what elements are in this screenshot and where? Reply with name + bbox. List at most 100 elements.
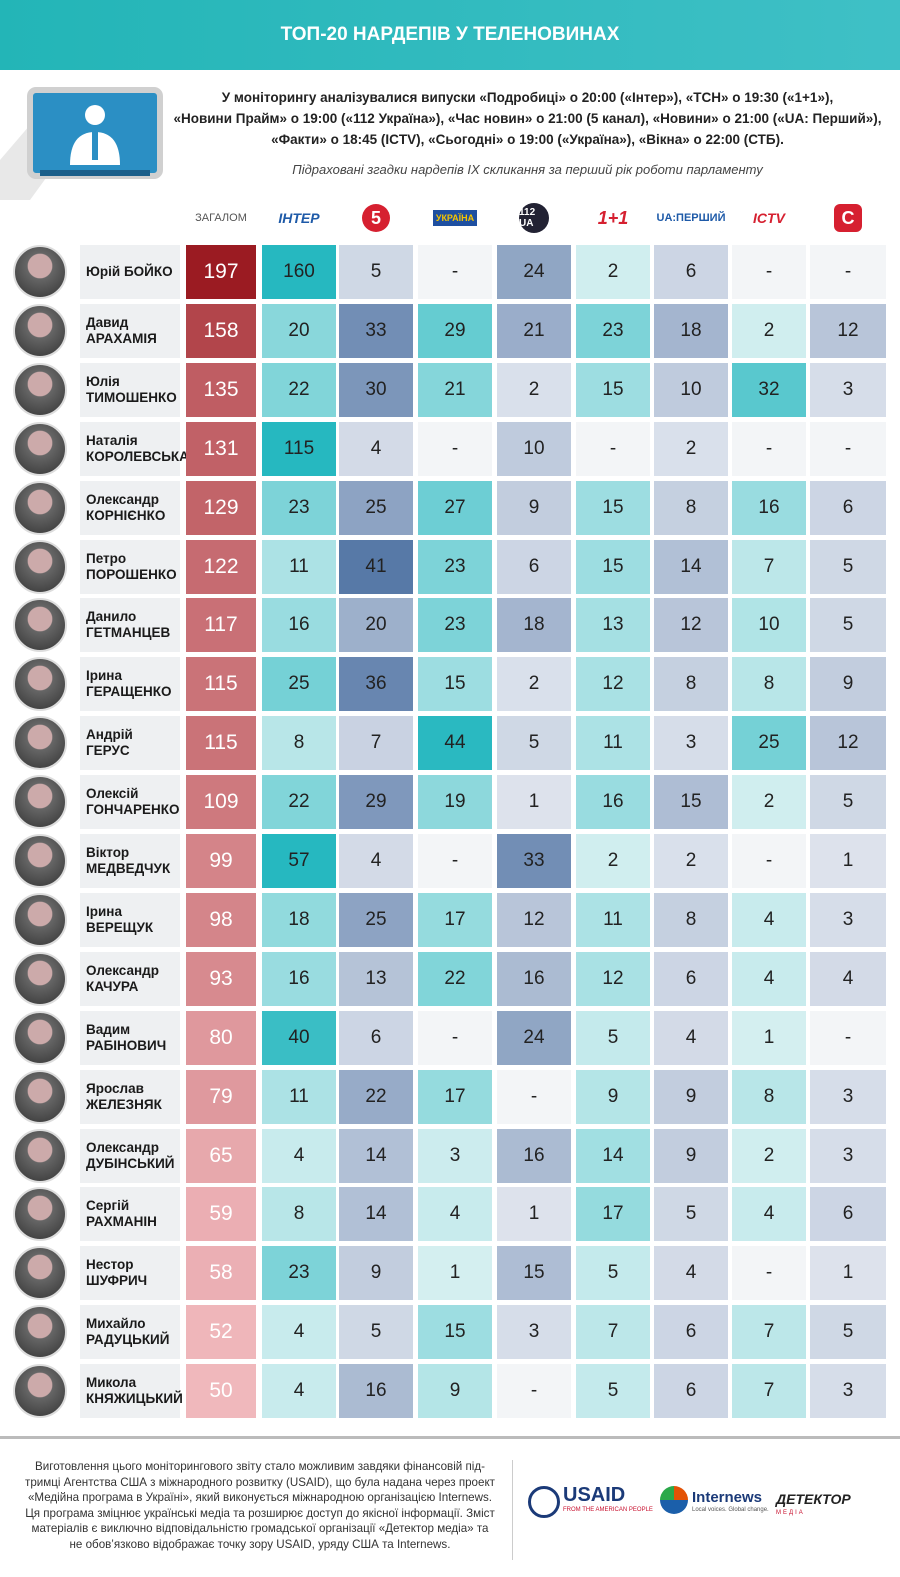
value-cell: 8 [732, 1069, 806, 1124]
value-cell: 5 [654, 1187, 728, 1242]
value-cell: 16 [262, 598, 336, 653]
value-cell: 7 [339, 716, 413, 771]
value-cell: 122 [186, 539, 256, 594]
name-line: Ірина [86, 668, 122, 684]
value-cell: 9 [810, 657, 886, 712]
column-header: ІНТЕР [278, 210, 320, 226]
column-header: ICTV [753, 210, 785, 226]
name: Вадим РАБІНОВИЧ [80, 1010, 180, 1065]
value-cell: 4 [654, 1010, 728, 1065]
value-cell: 9 [497, 480, 571, 535]
photo [13, 657, 67, 712]
name-line: Юрій БОЙКО [86, 264, 173, 279]
value-cell: 5 [810, 539, 886, 594]
name-line: Давид [86, 314, 129, 330]
value-cell: 12 [576, 951, 650, 1006]
name-line: Наталія [86, 432, 138, 448]
value-cell: 20 [262, 303, 336, 358]
value-cell: 57 [262, 834, 336, 888]
name: Данило ГЕТМАНЦЕВ [80, 598, 180, 653]
value-cell: 6 [654, 951, 728, 1006]
value-cell: 5 [810, 775, 886, 830]
footer-line: «Медійна програма в Україні», який викон… [27, 1491, 493, 1504]
value-cell: 2 [497, 362, 571, 417]
value-cell: 7 [576, 1305, 650, 1360]
column-header-cell: С [810, 203, 886, 233]
column-header-cell: 5 [339, 203, 413, 233]
internews-tagline: Local voices. Global change. [692, 1507, 769, 1513]
name: Олександр КОРНІЄНКО [80, 480, 180, 535]
value-cell: 25 [339, 892, 413, 947]
value-cell: 8 [654, 892, 728, 947]
value-cell: 14 [576, 1128, 650, 1183]
name: Микола КНЯЖИЦЬКИЙ [80, 1364, 183, 1419]
value-cell: 23 [262, 480, 336, 535]
name: Андрій ГЕРУС [80, 716, 180, 771]
name: Віктор МЕДВЕДЧУК [80, 834, 180, 888]
photo [13, 539, 67, 594]
photo [13, 775, 67, 830]
value-cell: 8 [262, 716, 336, 771]
value-cell: 1 [732, 1010, 806, 1065]
value-cell: 2 [654, 421, 728, 476]
value-cell: 1 [810, 834, 886, 888]
value-cell: 12 [810, 303, 886, 358]
name-line: Віктор [86, 845, 130, 860]
name-line: ЖЕЛЕЗНЯК [86, 1096, 162, 1112]
value-cell: 4 [262, 1305, 336, 1360]
photo [13, 480, 67, 535]
internews-logo: Internews [692, 1489, 763, 1506]
name-line: ПОРОШЕНКО [86, 566, 177, 582]
header-title: ТОП-20 НАРДЕПІВ У ТЕЛЕНОВИНАХ [0, 0, 900, 70]
name: Олексій ГОНЧАРЕНКО [80, 775, 180, 830]
value-cell: 7 [732, 1364, 806, 1419]
value-cell: - [810, 1010, 886, 1065]
value-cell: 20 [339, 598, 413, 653]
footer-line: тримці Агентства США з міжнародного розв… [25, 1475, 495, 1489]
value-cell: 9 [654, 1069, 728, 1124]
name-line: Ірина ВЕРЕЩУК [86, 903, 154, 935]
name-line: КОРНІЄНКО [86, 507, 166, 523]
value-cell: 1 [418, 1246, 492, 1301]
value-cell: 12 [497, 892, 571, 947]
name-line: РАДУЦЬКИЙ [86, 1332, 170, 1348]
name-line: Микола [86, 1375, 137, 1391]
photo [13, 1187, 67, 1242]
name-line: ДУБІНСЬКИЙ [86, 1155, 175, 1171]
value-cell: - [810, 421, 886, 476]
value-cell: 11 [576, 716, 650, 771]
value-cell: 6 [654, 1364, 728, 1419]
name-line: Олександр [86, 491, 159, 507]
name-line: МЕДВЕДЧУК [86, 861, 171, 876]
photo [13, 1069, 67, 1124]
value-cell: 22 [339, 1069, 413, 1124]
value-cell: 1 [497, 775, 571, 830]
value-cell: 109 [186, 775, 256, 830]
name-line: АРАХАМІЯ [86, 330, 157, 346]
value-cell: 7 [732, 539, 806, 594]
value-cell: 29 [339, 775, 413, 830]
column-header-cell: 112 UA [497, 203, 571, 233]
value-cell: 9 [654, 1128, 728, 1183]
value-cell: 58 [186, 1246, 256, 1301]
column-header: UA:ПЕРШИЙ [656, 212, 726, 224]
value-cell: 9 [576, 1069, 650, 1124]
photo [13, 598, 67, 653]
column-header-cell: ІНТЕР [262, 203, 336, 233]
value-cell: - [497, 1364, 571, 1419]
value-cell: 14 [339, 1187, 413, 1242]
value-cell: 15 [654, 775, 728, 830]
value-cell: 15 [576, 480, 650, 535]
name: Юрій БОЙКО [80, 245, 180, 299]
usaid-tagline: FROM THE AMERICAN PEOPLE [563, 1507, 653, 1513]
column-header-cell: UA:ПЕРШИЙ [654, 203, 728, 233]
value-cell: 4 [732, 892, 806, 947]
photo [13, 1305, 67, 1360]
footer-line: Виготовлення цього моніторингового звіту… [35, 1460, 485, 1473]
value-cell: 21 [418, 362, 492, 417]
name-line: КАЧУРА [86, 978, 139, 994]
value-cell: 2 [654, 834, 728, 888]
name-line: Олександр [86, 962, 159, 978]
value-cell: 5 [810, 1305, 886, 1360]
value-cell: 2 [732, 303, 806, 358]
